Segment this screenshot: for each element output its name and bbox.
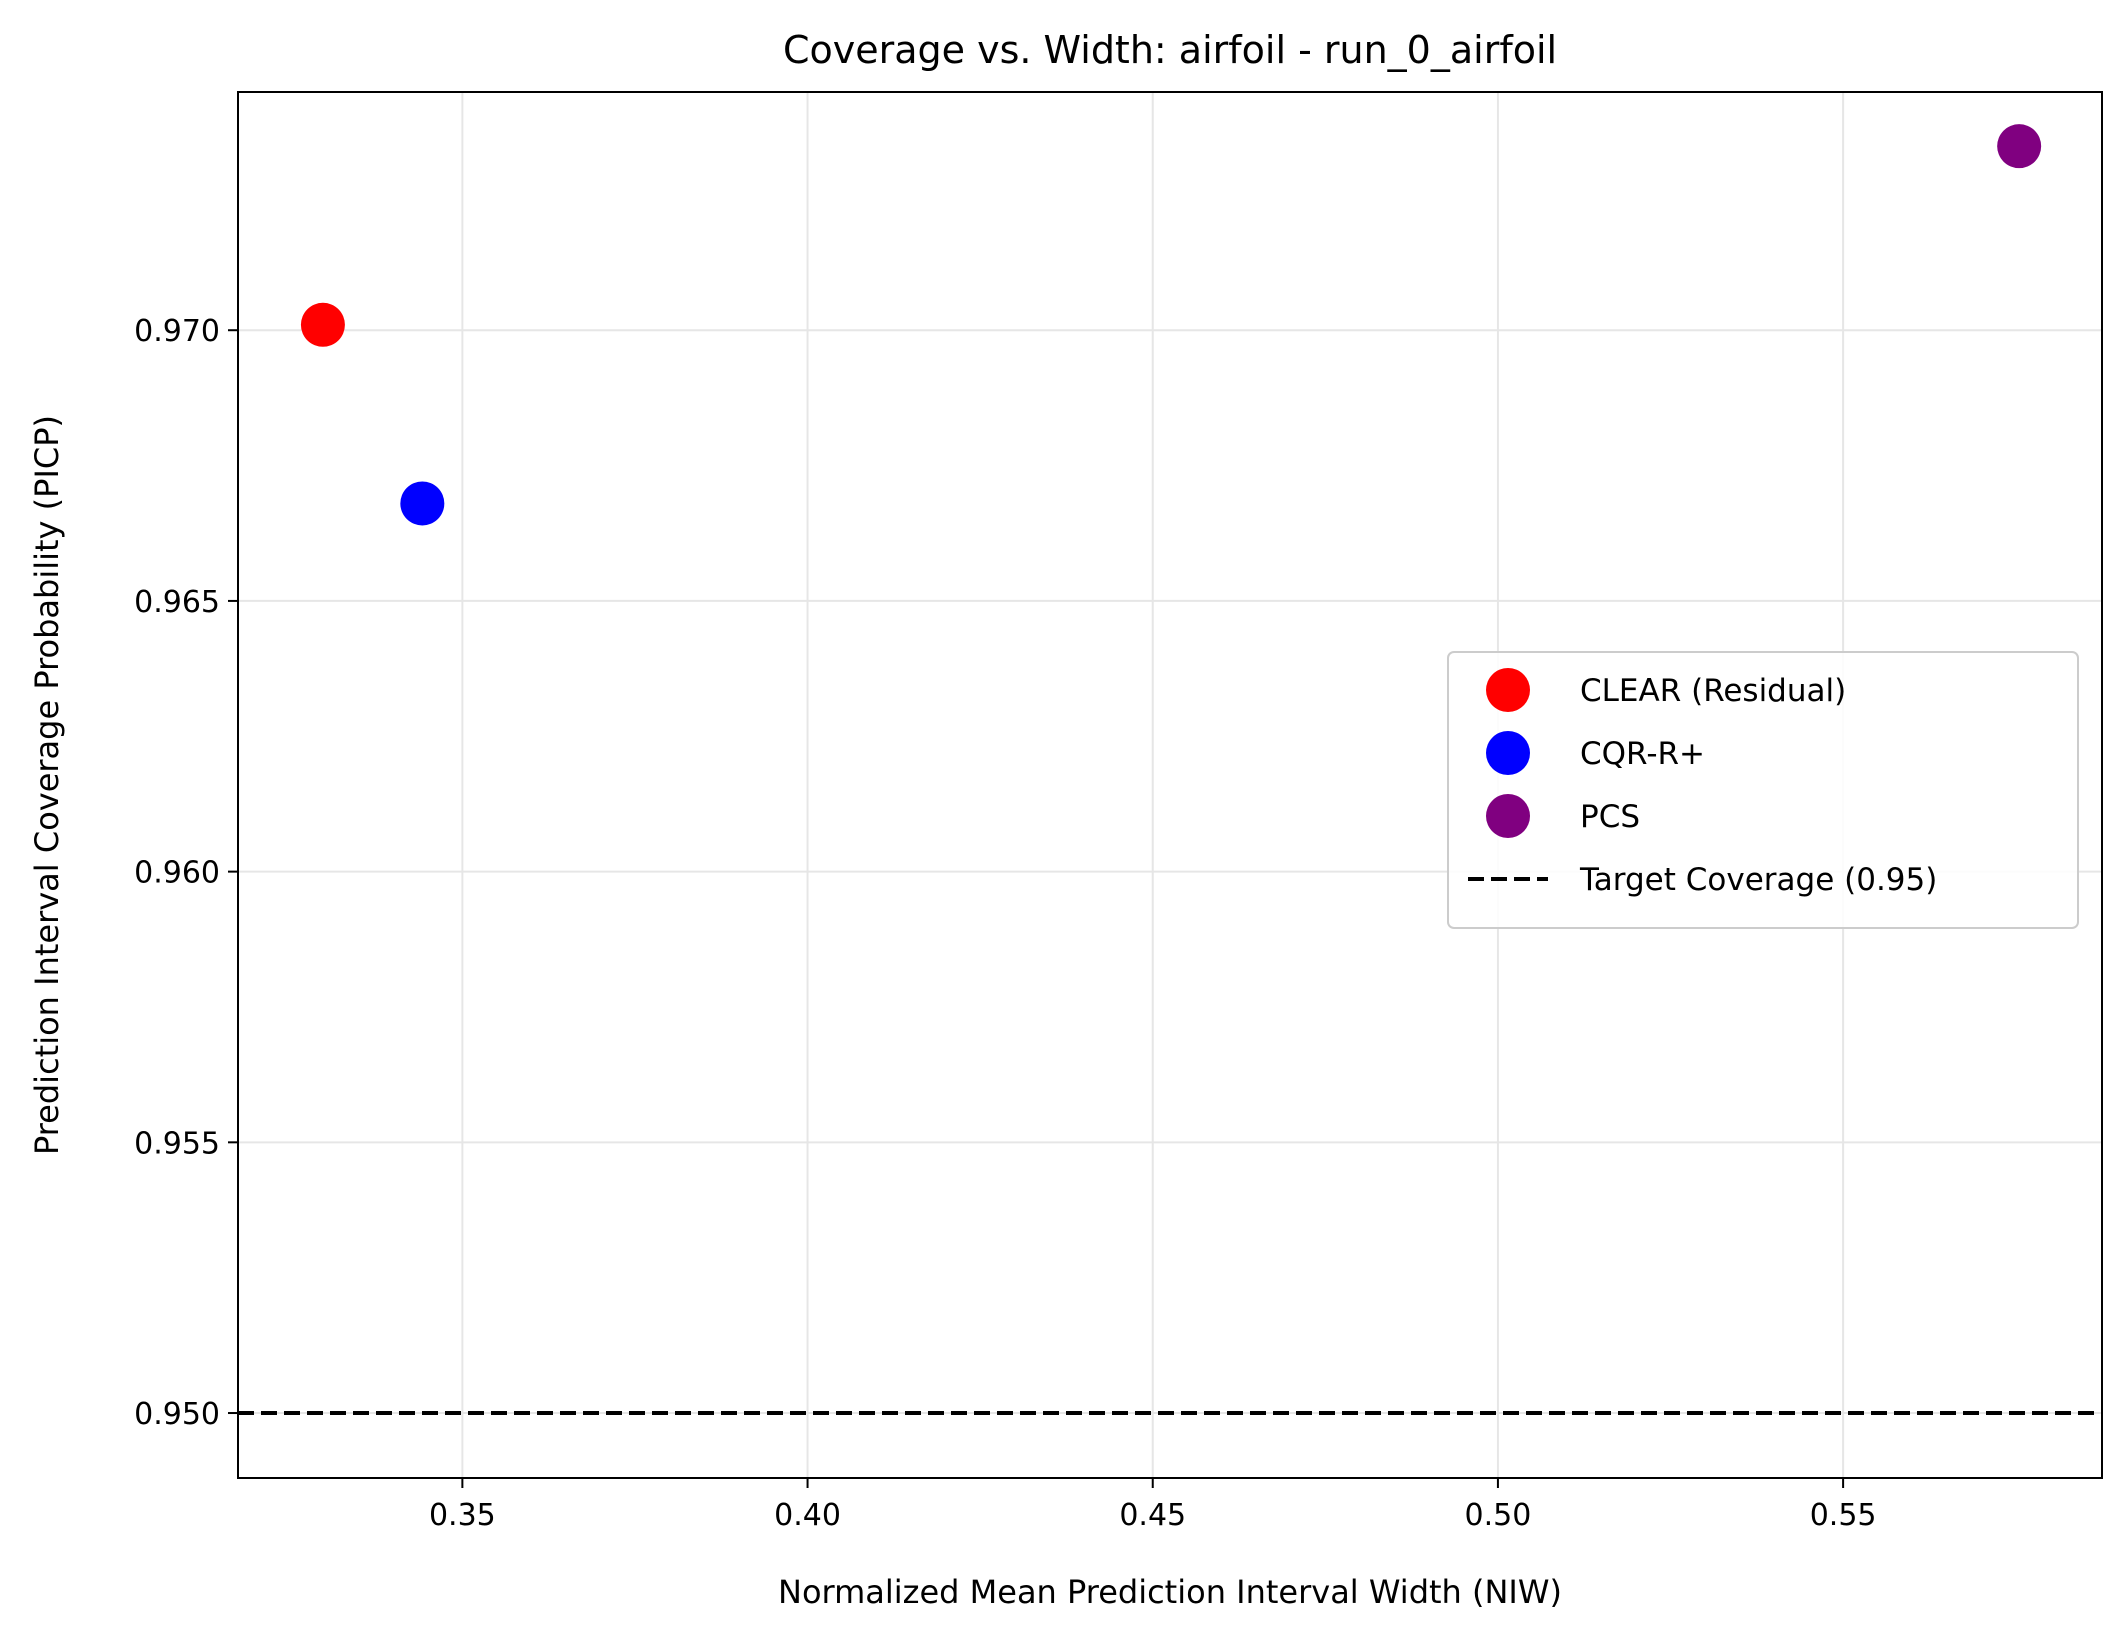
y-tick-label: 0.965 bbox=[134, 585, 220, 620]
x-tick-label: 0.35 bbox=[429, 1498, 496, 1533]
x-axis-label: Normalized Mean Prediction Interval Widt… bbox=[778, 1573, 1562, 1611]
x-tick-label: 0.45 bbox=[1119, 1498, 1186, 1533]
legend-marker bbox=[1486, 668, 1530, 712]
legend-marker bbox=[1486, 731, 1530, 775]
legend-label: CQR-R+ bbox=[1580, 736, 1705, 772]
chart-title: Coverage vs. Width: airfoil - run_0_airf… bbox=[783, 28, 1557, 72]
x-tick-label: 0.55 bbox=[1810, 1498, 1877, 1533]
legend: CLEAR (Residual) CQR-R+ PCS Target Coverage… bbox=[1447, 651, 2079, 929]
data-point bbox=[400, 481, 445, 526]
y-tick-label: 0.970 bbox=[134, 314, 220, 349]
legend-marker bbox=[1486, 794, 1530, 838]
legend-label: CLEAR (Residual) bbox=[1580, 673, 1846, 709]
data-point bbox=[300, 302, 345, 347]
data-point bbox=[1997, 124, 2042, 169]
legend-label: PCS bbox=[1580, 799, 1640, 835]
legend-box bbox=[1447, 651, 2079, 929]
y-tick-label: 0.955 bbox=[134, 1126, 220, 1161]
y-tick-label: 0.950 bbox=[134, 1397, 220, 1432]
data-points bbox=[300, 124, 2042, 526]
legend-label: Target Coverage (0.95) bbox=[1579, 862, 1937, 898]
x-tick-label: 0.50 bbox=[1465, 1498, 1532, 1533]
y-axis-label: Prediction Interval Coverage Probability… bbox=[28, 415, 66, 1155]
plot-area-frame bbox=[237, 91, 2103, 1479]
x-tick-label: 0.40 bbox=[774, 1498, 841, 1533]
y-tick-label: 0.960 bbox=[134, 856, 220, 891]
axis-ticks: 0.35 0.40 0.45 0.50 0.55 0.950 0.955 0.960 0.965… bbox=[134, 314, 1876, 1533]
